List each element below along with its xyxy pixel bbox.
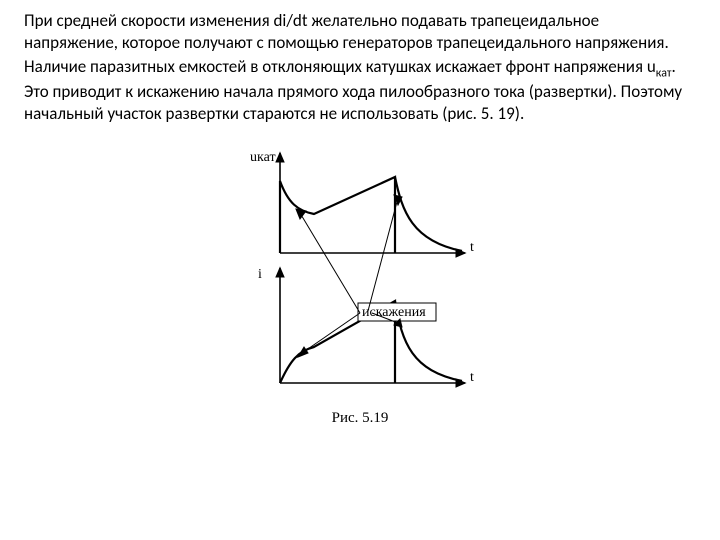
anno-line-3 xyxy=(368,198,398,311)
label-u-kat: uкат xyxy=(250,150,276,165)
p2-part-a: Наличие паразитных емкостей в отклоняющи… xyxy=(24,56,656,77)
top-decay xyxy=(395,177,462,251)
figure: uкат t i t искажения xyxy=(230,143,490,427)
top-curve xyxy=(280,177,395,253)
p2-subscript: кат xyxy=(656,66,672,80)
figure-container: uкат t i t искажения xyxy=(24,143,696,427)
bottom-label-t: t xyxy=(470,370,474,385)
anno-head-1 xyxy=(296,209,306,219)
figure-caption: Рис. 5.19 xyxy=(230,410,490,427)
paragraph-1: При средней скорости изменения di/dt жел… xyxy=(24,10,696,54)
label-i: i xyxy=(258,267,262,282)
paragraph-2: Наличие паразитных емкостей в отклоняющи… xyxy=(24,56,696,125)
annotation-arrows xyxy=(296,195,402,357)
anno-line-2 xyxy=(302,313,360,353)
annotation-label: искажения xyxy=(362,305,426,320)
page: При средней скорости изменения di/dt жел… xyxy=(0,0,720,427)
figure-svg: uкат t i t искажения xyxy=(230,143,490,403)
anno-line-1 xyxy=(300,213,360,313)
top-label-t: t xyxy=(470,240,474,255)
